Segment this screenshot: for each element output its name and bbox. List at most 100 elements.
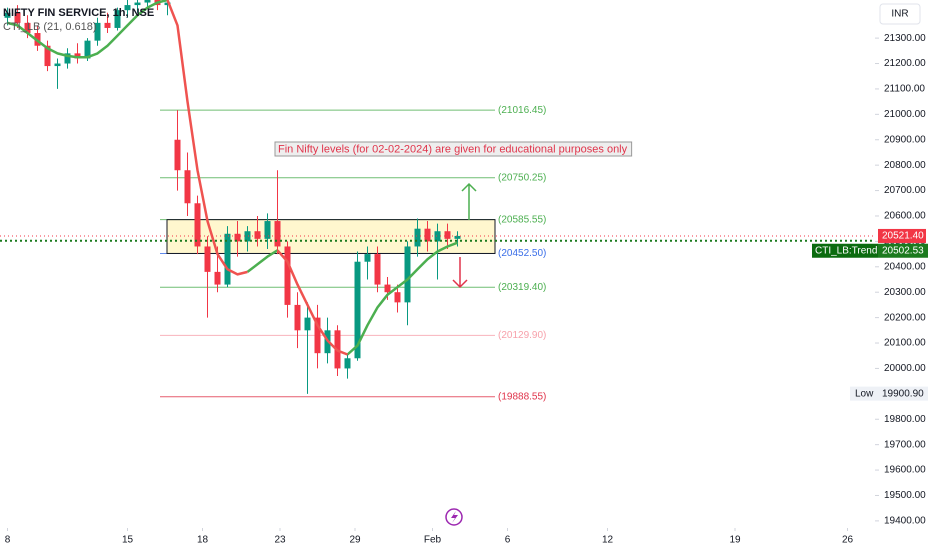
candle-body [74,53,81,59]
level-label: (20319.40) [498,282,546,293]
candle-body [224,233,231,285]
x-tick-label: 15 [122,535,134,546]
candle-body [364,254,371,262]
candle-body [4,12,11,18]
candle-body [374,254,381,285]
x-tick-label: 6 [505,535,511,546]
y-tick-label: 20900.00 [884,134,926,145]
candle-body [174,139,181,171]
events-icon-bolt[interactable] [451,511,458,523]
candle-body [444,231,451,239]
candle-body [144,0,151,3]
candle-body [434,231,441,242]
candle-body [64,53,71,64]
candle-body [24,22,31,34]
y-tick-label: 20000.00 [884,363,926,374]
low-tag [878,386,928,401]
y-tick-label: 20100.00 [884,338,926,349]
annotation-box [274,141,633,157]
candle-body [94,22,101,41]
candle-body [294,304,301,331]
plot: (21016.45) (20750.25) (20585.55) (20452.50)… [0,0,875,402]
x-tick-label: Feb [424,535,442,546]
x-tick-label: 23 [274,535,286,546]
level-label: (20585.55) [498,214,546,225]
candle-body [284,246,291,305]
indicator-label: CTI_LB (21, 0.618) [3,21,97,33]
low-name: Low [855,388,874,399]
candle-body [44,45,51,67]
candle-body [84,40,91,59]
level-label: (21016.45) [498,105,546,116]
y-tick-label: 21200.00 [884,58,926,69]
y-tick-label: 19800.00 [884,414,926,425]
candle-body [194,203,201,247]
trend-name: CTI_LB:Trend [815,245,877,256]
candle-body [404,246,411,303]
x-tick-label: 26 [842,535,854,546]
level-label: (19888.55) [498,391,546,402]
y-tick-label: 20800.00 [884,160,926,171]
candle-body [14,12,21,23]
y-tick-label: 20600.00 [884,211,926,222]
indicator-line [7,0,458,356]
candle-body [234,233,241,242]
candle-body [384,284,391,293]
candle-body [254,231,261,239]
candle-body [314,317,321,354]
last-price-label: 20521.40 [882,231,924,242]
trend-tag [878,243,928,258]
y-tick-label: 20300.00 [884,287,926,298]
candle-body [134,2,141,6]
y-tick-label: 21300.00 [884,33,926,44]
x-tick-label: 29 [349,535,361,546]
y-tick-label: 19500.00 [884,490,926,501]
candle-body [114,10,121,28]
currency-box[interactable] [879,3,921,25]
y-tick-label: 19400.00 [884,516,926,527]
y-tick-label: 20700.00 [884,185,926,196]
up-arrow [461,182,477,220]
x-tick-label: 8 [5,535,11,546]
candle-body [414,228,421,247]
x-tick-label: 19 [729,535,741,546]
candle-body [184,170,191,204]
annotation: Fin Nifty levels (for 02-02-2024) are gi… [278,143,628,155]
y-tick-label: 20200.00 [884,312,926,323]
y-tick-label: 19700.00 [884,439,926,450]
down-arrow [452,257,468,289]
candle-body [54,63,61,67]
low-name-tag [850,386,878,401]
indicator-line [166,0,348,356]
candle-body [204,246,211,272]
candle-body [354,261,361,359]
y-tick-label: 21000.00 [884,109,926,120]
candle-body [274,221,281,247]
candle-body [124,5,131,11]
level-label: (20452.50) [498,248,546,259]
trend-value-label: 20502.53 [882,245,924,256]
candle-body [214,271,221,285]
candle-body [304,317,311,331]
low-value-label: 19900.90 [882,388,924,399]
y-tick-label: 21100.00 [884,84,925,95]
candle-body [164,2,171,6]
candle-body [344,358,351,369]
candle-body [244,231,251,242]
level-label: (20129.90) [498,330,546,341]
x-tick-label: 12 [602,535,614,546]
chart-title: NIFTY FIN SERVICE, 1h, NSE [3,7,154,19]
last-price-tag [878,228,926,243]
candle-body [394,292,401,303]
candle-body [424,228,431,242]
trend-name-tag [812,243,878,258]
candle-body [264,221,271,239]
level-label: (20750.25) [498,172,546,183]
candle-body [454,235,461,239]
x-tick-label: 18 [197,535,209,546]
candle-body [104,22,111,28]
currency[interactable]: INR [891,9,908,20]
y-tick-label: 19600.00 [884,465,926,476]
